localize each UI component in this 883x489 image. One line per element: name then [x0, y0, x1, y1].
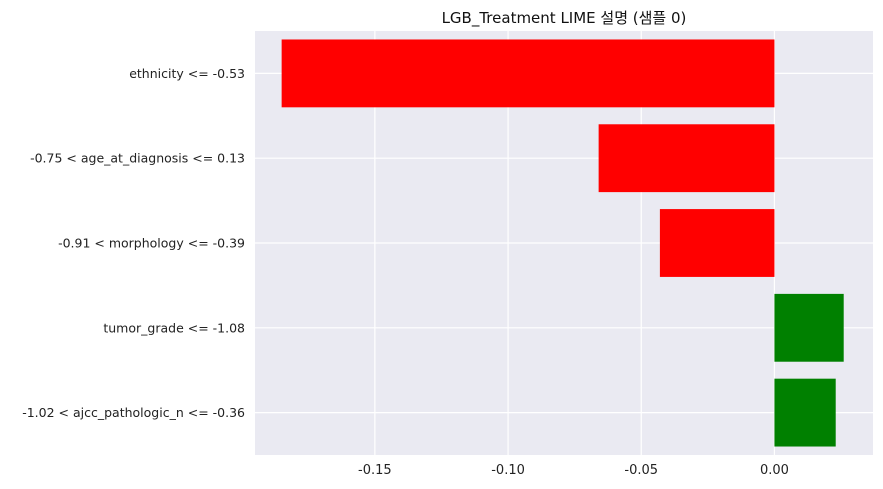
- bar: [659, 209, 775, 277]
- bar: [281, 39, 775, 108]
- y-tick-label: -0.75 < age_at_diagnosis <= 0.13: [30, 151, 245, 166]
- x-tick-label: -0.05: [624, 463, 658, 478]
- bars: [281, 39, 844, 447]
- y-tick-label: ethnicity <= -0.53: [129, 66, 245, 81]
- y-tick-label: tumor_grade <= -1.08: [103, 320, 245, 335]
- y-tick-label: -0.91 < morphology <= -0.39: [58, 236, 245, 251]
- chart-title: LGB_Treatment LIME 설명 (샘플 0): [442, 9, 687, 28]
- bar: [774, 378, 836, 447]
- x-tick-labels: -0.15 -0.10 -0.05 0.00: [358, 463, 789, 478]
- y-tick-labels: ethnicity <= -0.53 -0.75 < age_at_diagnos…: [22, 66, 245, 420]
- bar: [598, 124, 775, 193]
- x-tick-label: 0.00: [760, 463, 789, 478]
- y-tick-label: -1.02 < ajcc_pathologic_n <= -0.36: [22, 405, 245, 420]
- x-tick-label: -0.10: [491, 463, 525, 478]
- bar: [774, 293, 844, 362]
- x-tick-label: -0.15: [358, 463, 392, 478]
